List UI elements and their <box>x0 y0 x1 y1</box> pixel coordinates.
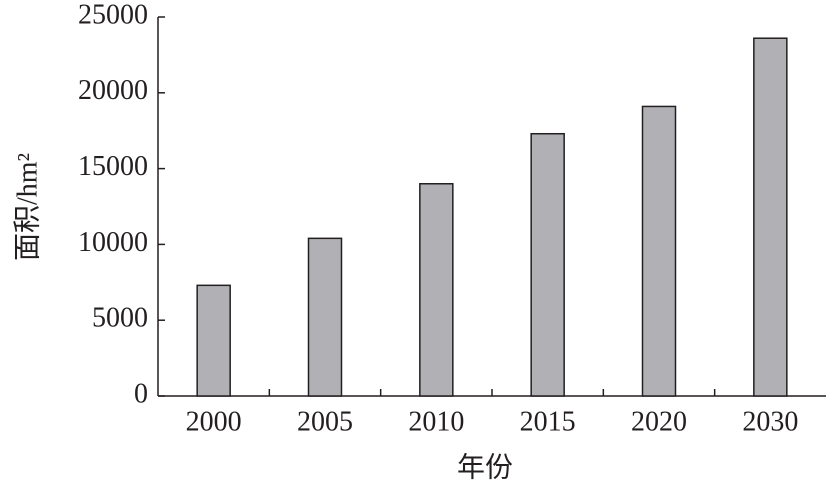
y-tick-label: 15000 <box>78 151 148 182</box>
bar <box>307 237 343 397</box>
x-tick-label: 2030 <box>742 406 798 437</box>
y-tick-label: 20000 <box>78 75 148 106</box>
x-tick-label: 2020 <box>631 406 687 437</box>
y-tick-label: 10000 <box>78 227 148 258</box>
y-axis-label: 面积/hm² <box>12 153 43 261</box>
y-tick-label: 25000 <box>78 0 148 30</box>
bar <box>641 105 677 397</box>
x-tick-label: 2010 <box>408 406 464 437</box>
bar <box>419 183 454 397</box>
x-tick-label: 2000 <box>186 406 242 437</box>
y-tick-label: 0 <box>134 378 148 409</box>
bar <box>530 132 565 397</box>
x-tick-label: 2015 <box>520 406 576 437</box>
bar <box>753 37 788 397</box>
bar <box>196 284 231 397</box>
x-axis-label: 年份 <box>457 451 513 483</box>
x-tick-label: 2005 <box>297 406 353 437</box>
y-tick-label: 5000 <box>92 303 148 334</box>
